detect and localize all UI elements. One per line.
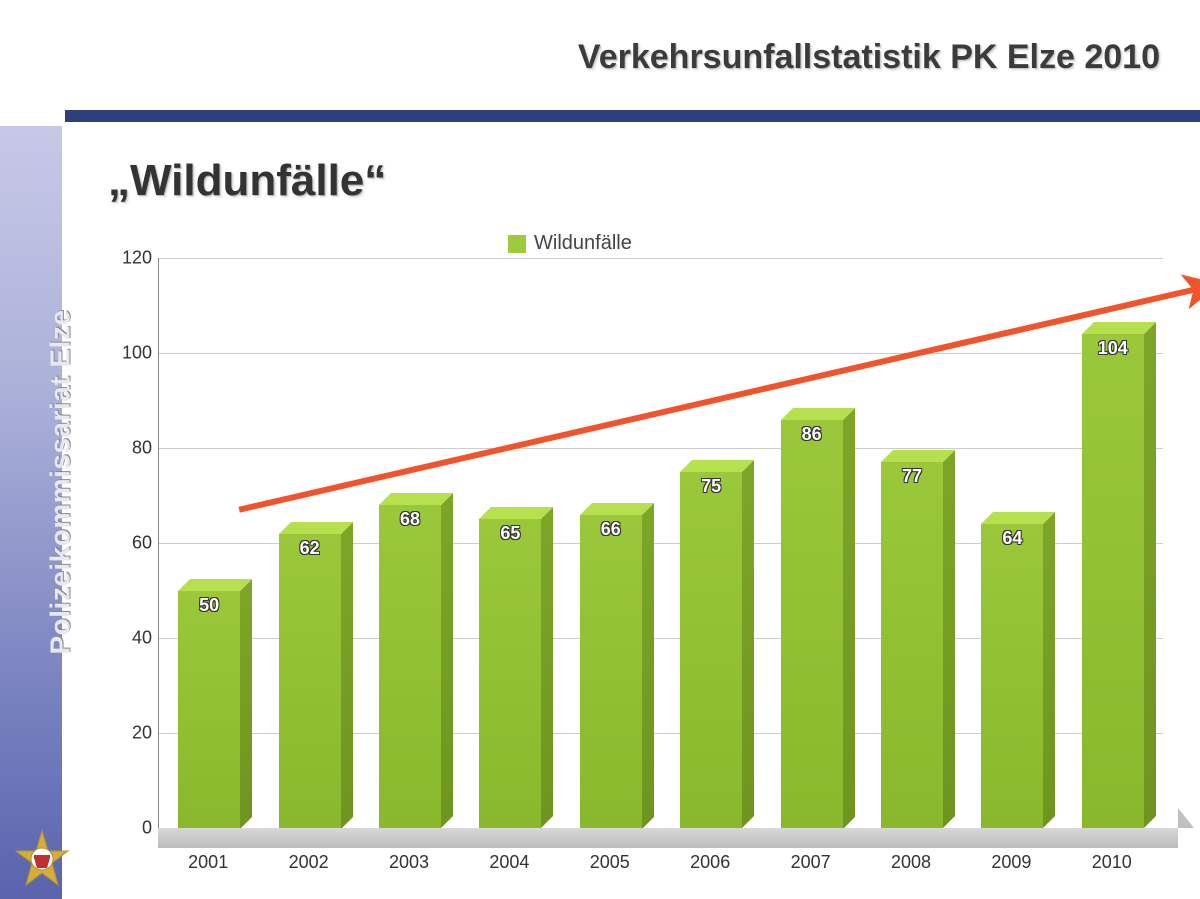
x-tick-label: 2010 <box>1092 852 1132 873</box>
header-accent-bar <box>65 110 1200 122</box>
bar-top <box>279 522 353 534</box>
bar-front <box>580 515 642 829</box>
bar-front <box>680 472 742 828</box>
x-tick-label: 2007 <box>791 852 831 873</box>
bar-front <box>881 462 943 828</box>
bar-value-label: 64 <box>981 528 1043 549</box>
x-tick-label: 2009 <box>991 852 1031 873</box>
bar-side <box>1144 322 1156 828</box>
plot-area: 50 62 68 65 66 75 86 77 64 104 <box>158 258 1163 828</box>
grid-line <box>159 353 1163 354</box>
bar-value-label: 68 <box>379 509 441 530</box>
chart-legend: Wildunfälle <box>508 232 632 255</box>
y-tick-label: 0 <box>108 818 152 839</box>
y-tick-label: 60 <box>108 533 152 554</box>
bar-top <box>1082 322 1156 334</box>
slide: { "header": { "title": "Verkehrsunfallst… <box>0 0 1200 899</box>
bar-side <box>341 522 353 829</box>
chart-floor <box>158 828 1178 848</box>
bar-value-label: 75 <box>680 476 742 497</box>
page-title: Verkehrsunfallstatistik PK Elze 2010 <box>578 38 1160 77</box>
bar-side <box>1043 512 1055 828</box>
bar: 68 <box>379 505 441 828</box>
bar: 50 <box>178 591 240 829</box>
x-tick-label: 2005 <box>590 852 630 873</box>
sidebar-gradient: Polizeikommissariat Elze <box>0 126 62 899</box>
bar: 75 <box>680 472 742 828</box>
bar: 64 <box>981 524 1043 828</box>
y-tick-label: 80 <box>108 438 152 459</box>
bar-front <box>379 505 441 828</box>
bar-front <box>279 534 341 829</box>
bar-top <box>178 579 252 591</box>
bar-value-label: 65 <box>479 523 541 544</box>
legend-swatch <box>508 235 526 253</box>
x-tick-label: 2001 <box>188 852 228 873</box>
bar-value-label: 66 <box>580 519 642 540</box>
x-tick-label: 2003 <box>389 852 429 873</box>
x-tick-label: 2002 <box>289 852 329 873</box>
bar-front <box>1082 334 1144 828</box>
bar-side <box>441 493 453 828</box>
bar-side <box>943 450 955 828</box>
x-tick-label: 2004 <box>489 852 529 873</box>
legend-label: Wildunfälle <box>534 232 632 255</box>
sidebar-label: Polizeikommissariat Elze <box>45 309 77 654</box>
bar-side <box>843 408 855 829</box>
grid-line <box>159 448 1163 449</box>
bar-side <box>742 460 754 828</box>
bar-front <box>981 524 1043 828</box>
bar: 62 <box>279 534 341 829</box>
y-tick-label: 40 <box>108 628 152 649</box>
bar-top <box>379 493 453 505</box>
bar-top <box>881 450 955 462</box>
bar-value-label: 62 <box>279 538 341 559</box>
y-tick-label: 20 <box>108 723 152 744</box>
bar-top <box>479 507 553 519</box>
chart-title: „Wildunfälle“ <box>108 156 386 206</box>
bar-top <box>680 460 754 472</box>
bar: 86 <box>781 420 843 829</box>
bar-chart: 506268656675867764104 020406080100120200… <box>108 258 1170 870</box>
bar: 77 <box>881 462 943 828</box>
y-tick-label: 100 <box>108 343 152 364</box>
x-tick-label: 2008 <box>891 852 931 873</box>
bar-side <box>642 503 654 829</box>
bar-front <box>479 519 541 828</box>
bar-top <box>580 503 654 515</box>
bar-value-label: 104 <box>1082 338 1144 359</box>
bar: 66 <box>580 515 642 829</box>
bar-top <box>781 408 855 420</box>
bar: 104 <box>1082 334 1144 828</box>
x-tick-label: 2006 <box>690 852 730 873</box>
bar-front <box>781 420 843 829</box>
bar-value-label: 86 <box>781 424 843 445</box>
bar-side <box>240 579 252 829</box>
bar-side <box>541 507 553 828</box>
bar-value-label: 50 <box>178 595 240 616</box>
police-emblem-icon <box>10 829 74 893</box>
bar-front <box>178 591 240 829</box>
grid-line <box>159 258 1163 259</box>
y-tick-label: 120 <box>108 248 152 269</box>
bar: 65 <box>479 519 541 828</box>
bar-top <box>981 512 1055 524</box>
bar-value-label: 77 <box>881 466 943 487</box>
